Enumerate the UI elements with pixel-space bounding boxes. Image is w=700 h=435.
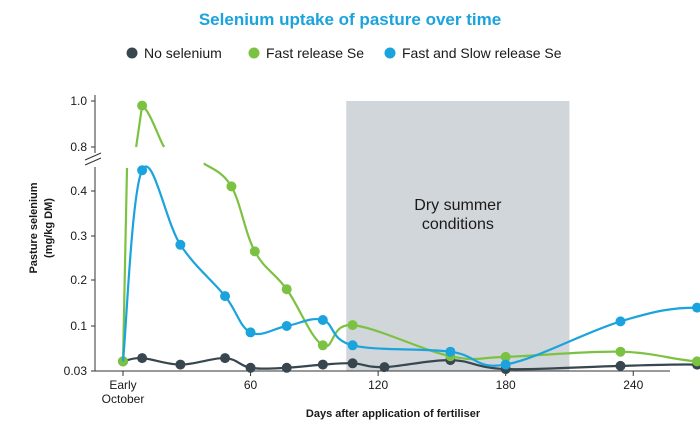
series-layer (118, 100, 700, 375)
chart-title: Selenium uptake of pasture over time (199, 10, 501, 29)
series-line (121, 167, 129, 362)
data-point (692, 356, 700, 367)
series-fast-and-slow-release-se (121, 165, 700, 370)
dry-summer-region (346, 101, 570, 371)
data-point (175, 239, 186, 250)
data-point (281, 321, 292, 331)
data-point (175, 359, 186, 370)
data-point (347, 320, 358, 331)
legend-label: Fast release Se (266, 45, 364, 61)
y-tick-label: 0.8 (70, 140, 87, 154)
data-point (500, 351, 511, 362)
legend-marker (384, 47, 396, 59)
y-axis-title-line2: (mg/kg DM) (43, 198, 55, 258)
data-point (281, 284, 292, 295)
data-point (615, 316, 626, 327)
x-tick-label: 180 (496, 378, 516, 392)
y-tick-label: 0.4 (70, 184, 87, 198)
series-line (121, 165, 700, 367)
y-tick-label: 0.03 (64, 364, 88, 378)
x-tick-label: 120 (368, 378, 388, 392)
data-point (220, 291, 231, 302)
data-point (347, 340, 358, 351)
data-point (317, 340, 328, 351)
data-point (692, 302, 700, 313)
dry-summer-label-line1: Dry summer (414, 197, 502, 214)
y-tick-label: 1.0 (70, 94, 87, 108)
data-point (615, 360, 626, 371)
data-point (137, 165, 148, 176)
data-point (226, 181, 237, 192)
data-point (281, 362, 292, 373)
data-point (245, 327, 256, 338)
data-point (500, 359, 511, 370)
x-tick-label: Early (109, 378, 136, 392)
dry-summer-label-line2: conditions (422, 216, 494, 233)
data-point (249, 246, 260, 257)
legend: No selenium Fast release Se Fast and Slow … (126, 45, 562, 61)
x-tick-label: 240 (623, 378, 643, 392)
data-point (445, 346, 456, 357)
data-point (137, 353, 148, 364)
data-point (615, 346, 626, 357)
legend-label: Fast and Slow release Se (402, 45, 562, 61)
y-tick-label: 0.2 (70, 273, 87, 287)
y-tick-label: 0.3 (70, 229, 87, 243)
x-tick-label: October (102, 392, 145, 406)
legend-marker (248, 47, 260, 59)
data-point (220, 353, 231, 364)
data-point (317, 315, 328, 326)
data-point (245, 362, 256, 373)
y-tick-label: 0.1 (70, 319, 87, 333)
y-axis-title-line1: Pasture selenium (28, 182, 40, 273)
data-point (379, 362, 390, 373)
x-tick-label: 60 (244, 378, 258, 392)
data-point (137, 100, 148, 111)
axis-break-mark-2 (84, 152, 102, 161)
axis-break-mark-1 (84, 157, 102, 166)
legend-marker (126, 47, 138, 59)
series-line (135, 103, 166, 148)
legend-label: No selenium (144, 45, 222, 61)
data-point (347, 358, 358, 369)
x-axis-title: Days after application of fertiliser (306, 408, 481, 420)
data-point (317, 359, 328, 370)
